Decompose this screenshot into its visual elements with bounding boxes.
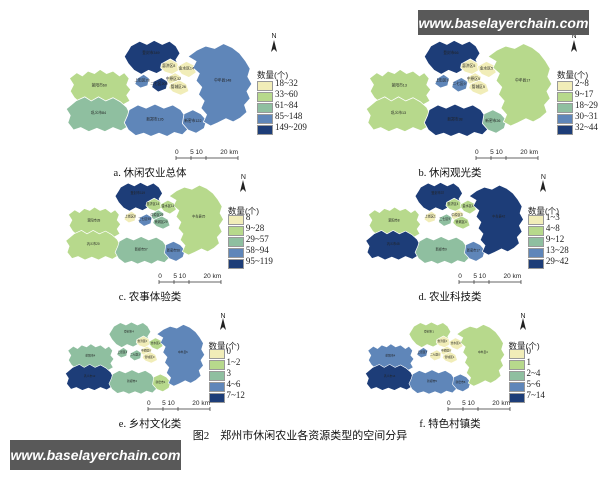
svg-text:荥阳市13: 荥阳市13 bbox=[392, 82, 407, 87]
svg-text:管城区5: 管城区5 bbox=[472, 84, 485, 89]
svg-text:中牟县4: 中牟县4 bbox=[478, 350, 488, 354]
svg-text:新郑市9: 新郑市9 bbox=[436, 246, 447, 251]
svg-text:管城区29: 管城区29 bbox=[155, 219, 168, 224]
svg-text:中原区0: 中原区0 bbox=[441, 349, 451, 353]
svg-text:荥阳市60: 荥阳市60 bbox=[92, 82, 107, 87]
svg-text:惠济区14: 惠济区14 bbox=[146, 201, 159, 206]
svg-text:中牟县6: 中牟县6 bbox=[178, 350, 188, 354]
svg-text:中原区0: 中原区0 bbox=[141, 349, 151, 353]
svg-text:中牟县148: 中牟县148 bbox=[214, 78, 231, 83]
svg-text:中原区5: 中原区5 bbox=[467, 76, 480, 81]
svg-text:荥阳市4: 荥阳市4 bbox=[385, 354, 395, 358]
svg-text:二七区209: 二七区209 bbox=[150, 81, 167, 86]
svg-text:新密市1: 新密市1 bbox=[155, 380, 165, 384]
svg-text:新郑市38: 新郑市38 bbox=[447, 116, 462, 121]
svg-text:惠济区8: 惠济区8 bbox=[162, 63, 175, 68]
svg-text:新郑市5: 新郑市5 bbox=[427, 379, 437, 383]
svg-text:金水区2: 金水区2 bbox=[151, 341, 161, 345]
svg-text:登封市1: 登封市1 bbox=[424, 329, 434, 333]
svg-text:惠济区4: 惠济区4 bbox=[447, 201, 458, 206]
svg-text:巩义市20: 巩义市20 bbox=[87, 241, 100, 246]
svg-text:上街区1: 上街区1 bbox=[425, 213, 436, 218]
svg-text:金水区14: 金水区14 bbox=[179, 65, 194, 70]
svg-text:金水区14: 金水区14 bbox=[161, 203, 174, 208]
svg-text:新郑市4: 新郑市4 bbox=[127, 379, 137, 383]
svg-text:登封市66: 登封市66 bbox=[443, 50, 458, 55]
svg-text:中牟县25: 中牟县25 bbox=[192, 213, 205, 218]
svg-text:中原区32: 中原区32 bbox=[166, 76, 181, 81]
svg-text:惠济区5: 惠济区5 bbox=[462, 63, 475, 68]
svg-text:二七区0: 二七区0 bbox=[430, 352, 440, 356]
svg-text:巩义市13: 巩义市13 bbox=[391, 110, 406, 115]
svg-text:二七区95: 二七区95 bbox=[138, 216, 151, 221]
svg-text:登封市349: 登封市349 bbox=[142, 50, 159, 55]
svg-text:登封市119: 登封市119 bbox=[131, 190, 146, 195]
svg-text:管城区26: 管城区26 bbox=[171, 84, 186, 89]
svg-text:上街区8: 上街区8 bbox=[125, 213, 136, 218]
svg-text:中牟县42: 中牟县42 bbox=[492, 213, 505, 218]
svg-text:管城区4: 管城区4 bbox=[455, 219, 466, 224]
svg-text:金水区5: 金水区5 bbox=[480, 65, 493, 70]
svg-text:荥阳市28: 荥阳市28 bbox=[87, 217, 100, 222]
svg-text:新郑市57: 新郑市57 bbox=[135, 246, 148, 251]
svg-text:惠济区0: 惠济区0 bbox=[137, 339, 147, 343]
svg-text:金水区4: 金水区4 bbox=[462, 203, 473, 208]
svg-text:新密市58: 新密市58 bbox=[167, 248, 180, 253]
svg-text:上街区4: 上街区4 bbox=[117, 350, 127, 354]
svg-text:巩义市84: 巩义市84 bbox=[91, 110, 106, 115]
svg-text:中原区29: 中原区29 bbox=[150, 212, 163, 217]
svg-text:登封市37: 登封市37 bbox=[431, 190, 444, 195]
svg-text:巩义市14: 巩义市14 bbox=[384, 374, 396, 378]
svg-text:中原区3: 中原区3 bbox=[451, 212, 462, 217]
svg-text:二七区3: 二七区3 bbox=[130, 352, 140, 356]
svg-text:上街区28: 上街区28 bbox=[134, 78, 149, 83]
svg-text:管城区0: 管城区0 bbox=[145, 355, 155, 359]
svg-text:荥阳市4: 荥阳市4 bbox=[85, 354, 95, 358]
svg-text:登封市4: 登封市4 bbox=[124, 329, 134, 333]
svg-text:荥阳市8: 荥阳市8 bbox=[388, 217, 399, 222]
svg-text:二七区9: 二七区9 bbox=[452, 81, 465, 86]
svg-text:新密市17: 新密市17 bbox=[467, 248, 480, 253]
svg-text:新密市122: 新密市122 bbox=[184, 118, 201, 123]
svg-text:二七区9: 二七区9 bbox=[439, 216, 450, 221]
svg-text:新郑市126: 新郑市126 bbox=[146, 116, 163, 121]
svg-text:金水区0: 金水区0 bbox=[451, 341, 461, 345]
svg-text:新密市26: 新密市26 bbox=[485, 118, 500, 123]
svg-text:惠济区0: 惠济区0 bbox=[437, 339, 447, 343]
svg-text:上街区7: 上街区7 bbox=[417, 350, 427, 354]
svg-text:巩义市45: 巩义市45 bbox=[387, 241, 400, 246]
svg-text:上街区9: 上街区9 bbox=[435, 78, 448, 83]
svg-text:管城区1: 管城区1 bbox=[445, 355, 455, 359]
svg-text:巩义市12: 巩义市12 bbox=[84, 374, 96, 378]
svg-text:中牟县17: 中牟县17 bbox=[515, 78, 530, 83]
svg-text:新密市6: 新密市6 bbox=[455, 380, 465, 384]
